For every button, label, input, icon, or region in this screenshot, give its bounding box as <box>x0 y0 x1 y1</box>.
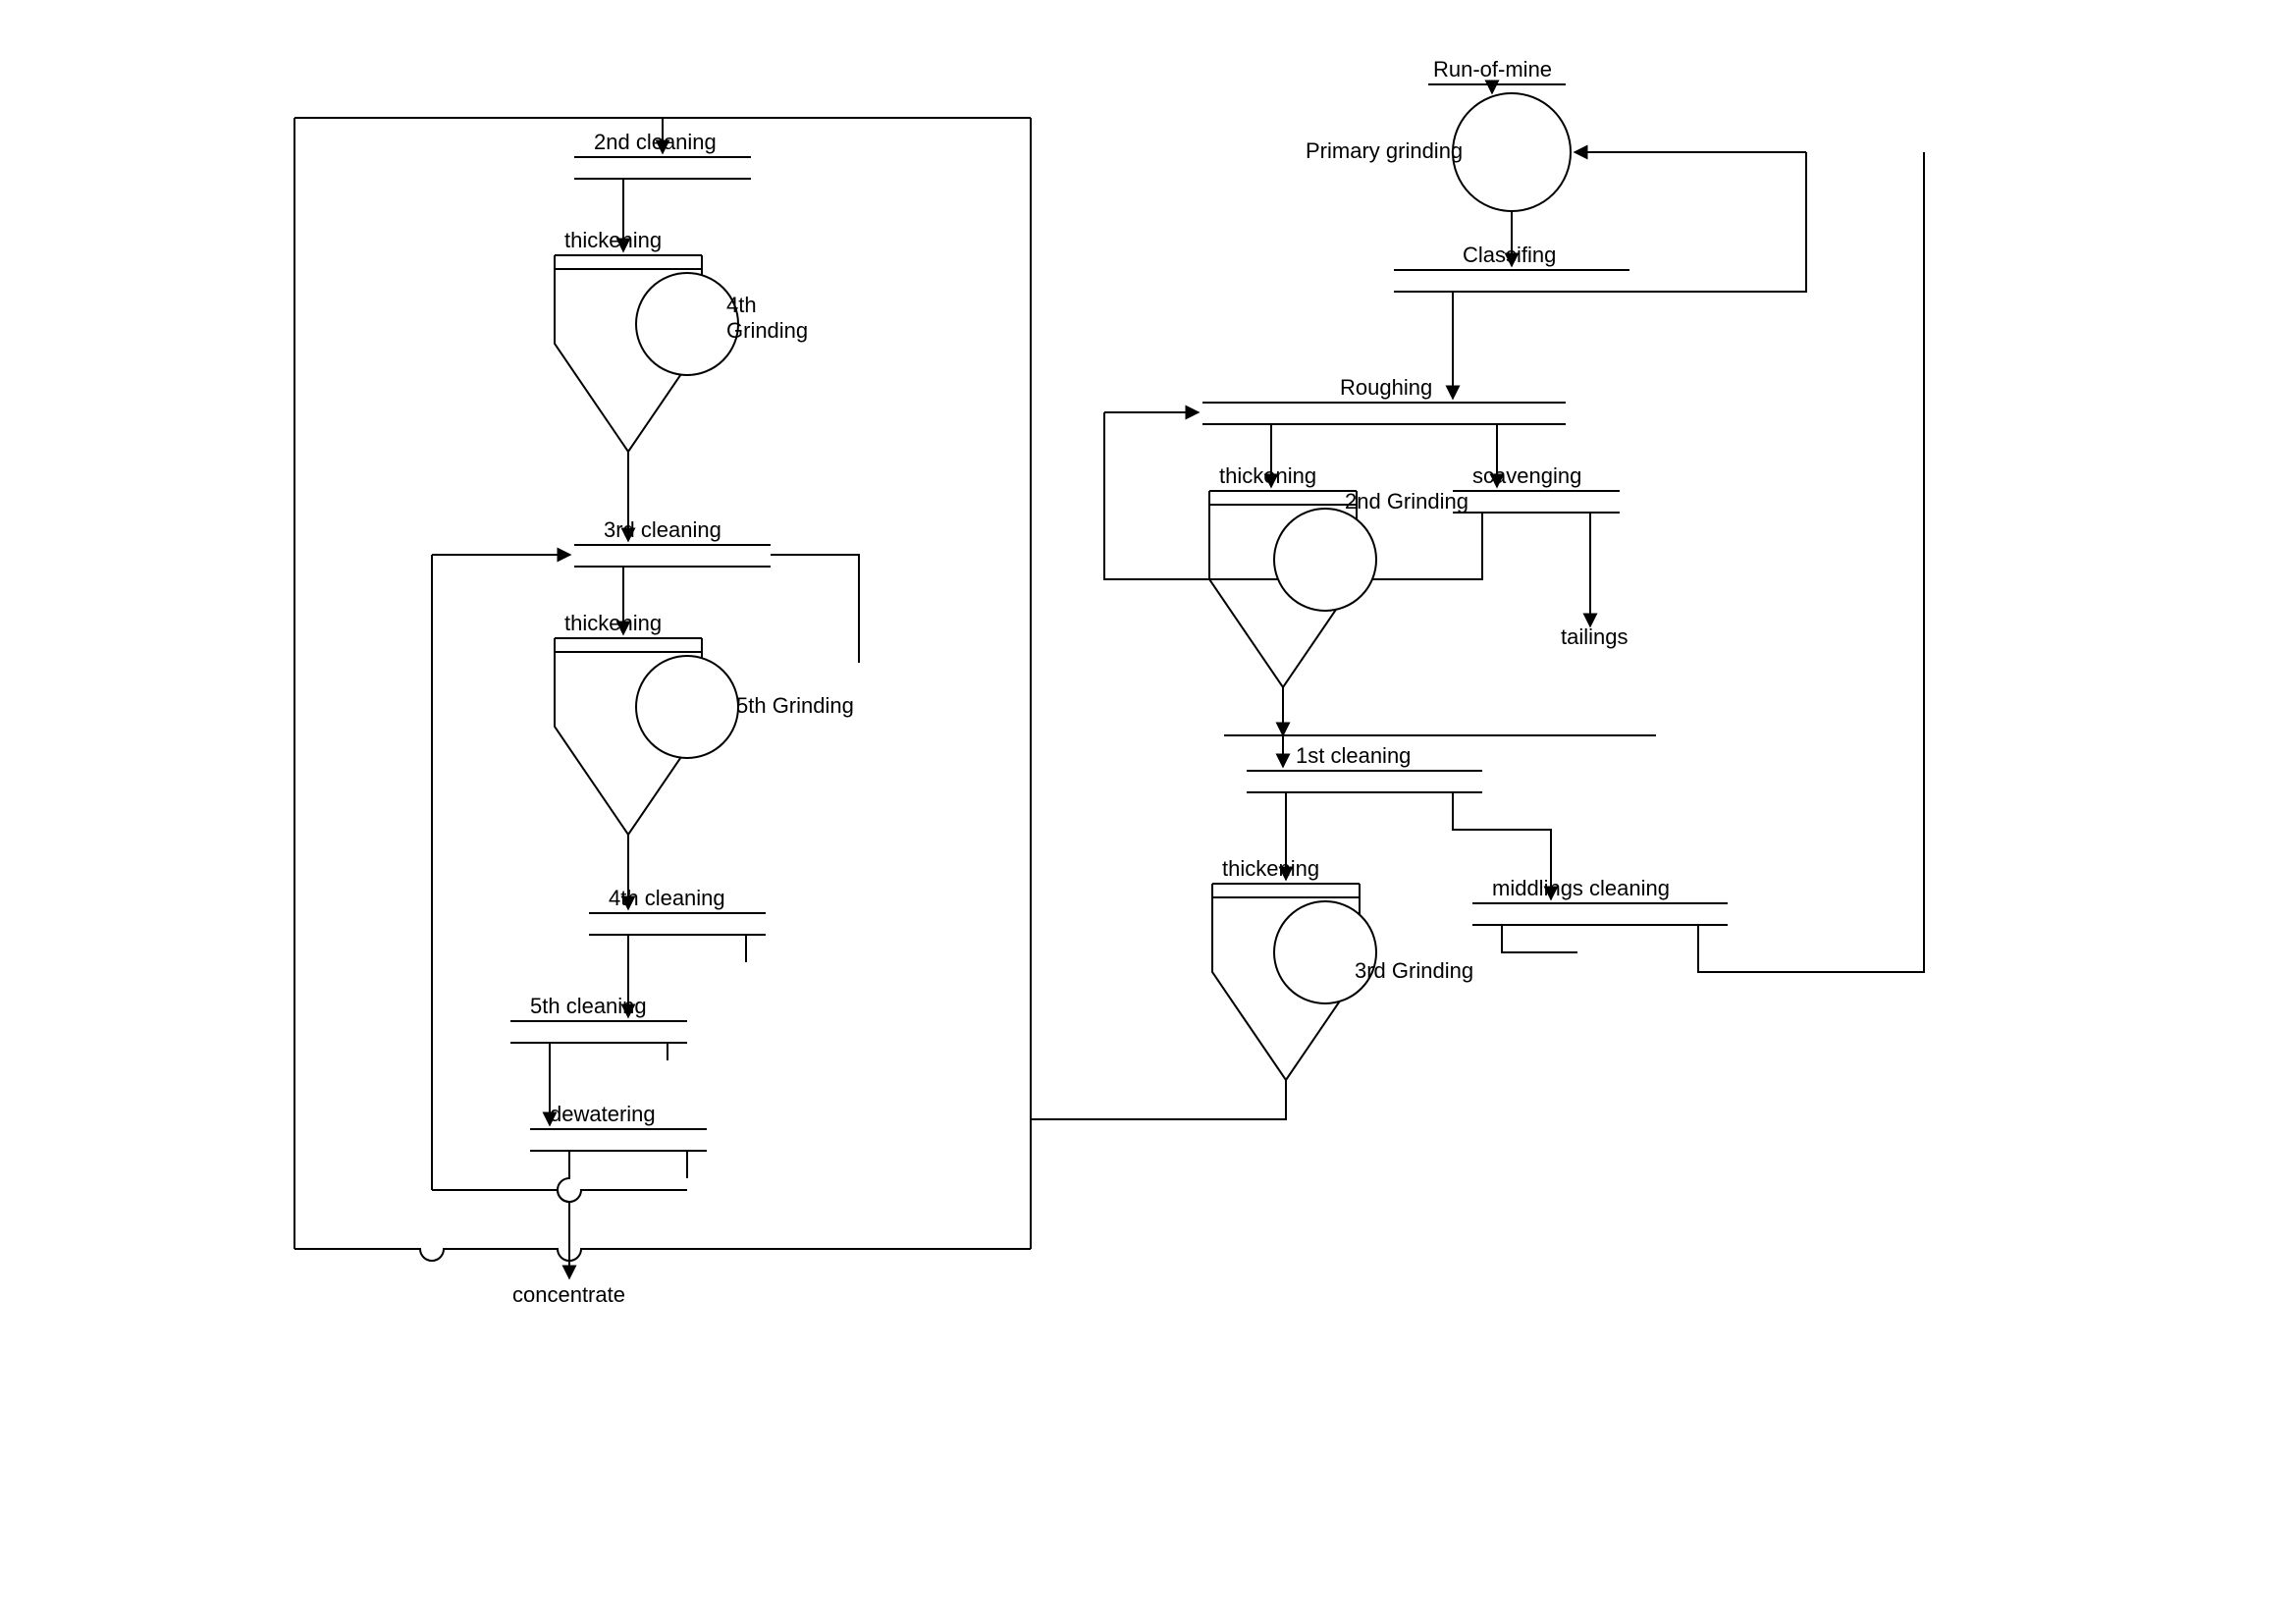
cleaning-5-label: 5th cleaning <box>530 994 647 1018</box>
grinding-3-label: 3rd Grinding <box>1355 958 1473 983</box>
cleaning-2-label: 2nd cleaning <box>594 130 717 154</box>
process-flowchart: Run-of-mine Primary grinding Classifing Rou… <box>0 0 2296 1624</box>
tailings-label: tailings <box>1561 624 1628 649</box>
grinding-3-node <box>1274 901 1376 1003</box>
cleaning-4-label: 4th cleaning <box>609 886 725 910</box>
grinding-4-node <box>636 273 738 375</box>
cleaning-3-label: 3rd cleaning <box>604 517 721 542</box>
grinding-5-node <box>636 656 738 758</box>
dewatering-label: dewatering <box>550 1102 656 1126</box>
edge-outer-bottom <box>294 1249 1031 1261</box>
thickening-r-label: thickening <box>1219 463 1316 488</box>
concentrate-label: concentrate <box>512 1282 625 1307</box>
run-of-mine-label: Run-of-mine <box>1433 57 1552 81</box>
scavenging-label: scavenging <box>1472 463 1581 488</box>
grinding-4-label-a: 4th <box>726 293 757 317</box>
grinding-2-node <box>1274 509 1376 611</box>
thickening-3-label: thickening <box>564 611 662 635</box>
edge-inner-bottom <box>432 1190 687 1202</box>
edge-c3-right <box>771 555 859 663</box>
edge-mid-left-a <box>1502 925 1577 952</box>
grinding-2-label: 2nd Grinding <box>1345 489 1468 514</box>
edge-mid-farloop-a <box>1698 299 1924 972</box>
roughing-label: Roughing <box>1340 375 1432 400</box>
primary-grinding-label: Primary grinding <box>1306 138 1463 163</box>
edge-class-recycle-a <box>1629 152 1806 292</box>
thickening-2-label: thickening <box>564 228 662 252</box>
thickening-1-label: thickening <box>1222 856 1319 881</box>
middlings-label: middlings cleaning <box>1492 876 1670 900</box>
primary-grinding-node <box>1453 93 1571 211</box>
classifing-label: Classifing <box>1463 243 1556 267</box>
grinding-4-label-b: Grinding <box>726 318 808 343</box>
edge-th1-leftfeed-a <box>1031 1080 1286 1119</box>
cleaning-1-label: 1st cleaning <box>1296 743 1411 768</box>
grinding-5-label: 5th Grinding <box>736 693 854 718</box>
